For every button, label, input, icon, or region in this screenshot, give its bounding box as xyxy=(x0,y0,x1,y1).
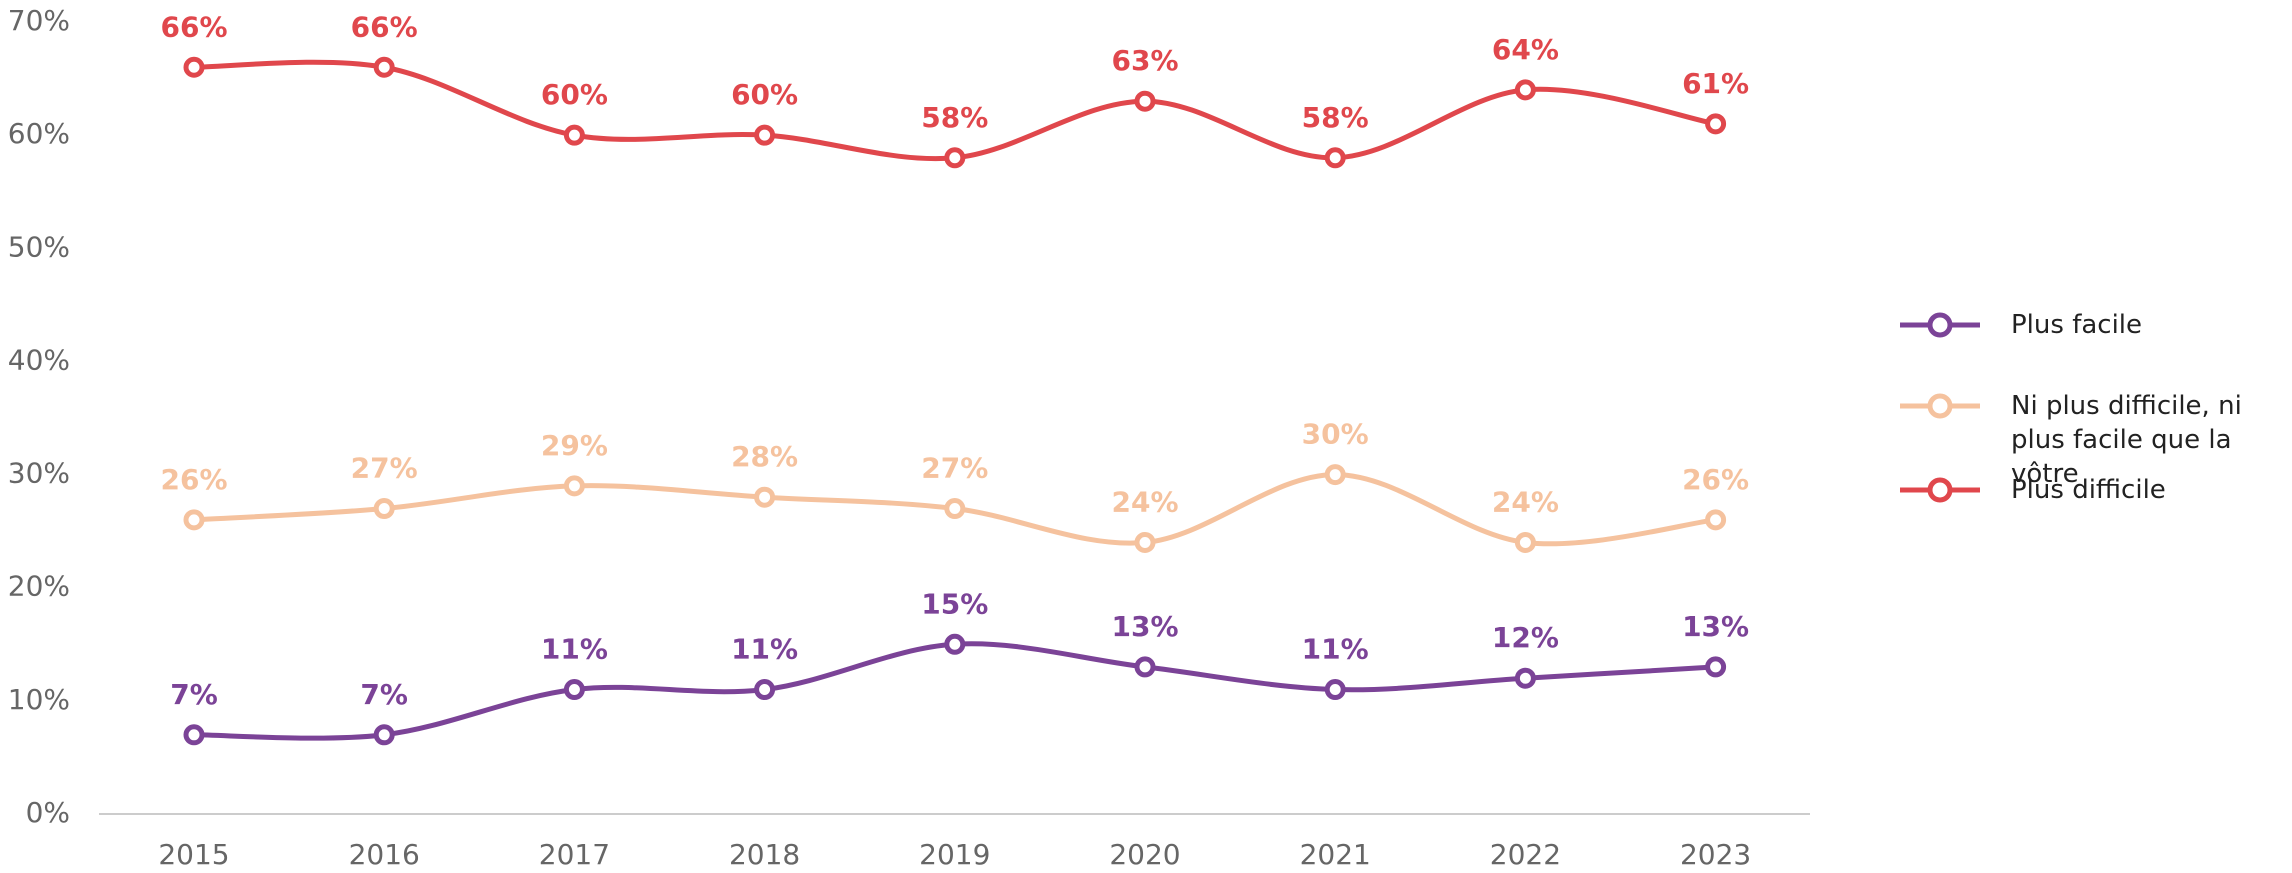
data-label: 11% xyxy=(731,633,798,666)
y-tick-label: 0% xyxy=(26,796,70,829)
data-label: 11% xyxy=(1302,633,1369,666)
x-tick-label: 2017 xyxy=(539,838,610,871)
data-label: 13% xyxy=(1682,610,1749,643)
point xyxy=(1134,656,1156,678)
point xyxy=(183,56,205,78)
point xyxy=(373,498,395,520)
point xyxy=(1514,667,1536,689)
data-label: 7% xyxy=(170,678,218,711)
point xyxy=(1324,464,1346,486)
data-label: 13% xyxy=(1111,610,1178,643)
x-tick-label: 2021 xyxy=(1300,838,1371,871)
point xyxy=(1134,90,1156,112)
point xyxy=(183,724,205,746)
x-tick-label: 2022 xyxy=(1490,838,1561,871)
data-label: 7% xyxy=(360,678,408,711)
y-tick-label: 10% xyxy=(8,683,70,716)
x-tick-label: 2020 xyxy=(1109,838,1180,871)
legend-marker xyxy=(1927,312,1953,338)
point xyxy=(754,486,776,508)
data-label: 12% xyxy=(1492,621,1559,654)
data-label: 28% xyxy=(731,440,798,473)
legend-marker xyxy=(1927,477,1953,503)
legend-label: Plus facile xyxy=(2011,310,2143,340)
data-label: 66% xyxy=(160,10,227,43)
y-tick-label: 70% xyxy=(8,4,70,37)
point xyxy=(1514,79,1536,101)
point xyxy=(1514,531,1536,553)
point xyxy=(1705,509,1727,531)
point xyxy=(944,498,966,520)
data-label: 61% xyxy=(1682,67,1749,100)
series-line xyxy=(193,641,1716,741)
data-label: 58% xyxy=(1302,101,1369,134)
y-tick-label: 50% xyxy=(8,230,70,263)
data-label: 30% xyxy=(1302,418,1369,451)
point xyxy=(1705,113,1727,135)
point xyxy=(1134,531,1156,553)
data-label: 27% xyxy=(351,452,418,485)
data-label: 29% xyxy=(541,429,608,462)
x-tick-label: 2016 xyxy=(349,838,420,871)
point xyxy=(183,509,205,531)
data-label: 24% xyxy=(1111,485,1178,518)
y-tick-label: 30% xyxy=(8,457,70,490)
y-tick-label: 20% xyxy=(8,570,70,603)
data-label: 27% xyxy=(921,452,988,485)
point xyxy=(754,679,776,701)
point xyxy=(563,475,585,497)
point xyxy=(754,124,776,146)
data-label: 26% xyxy=(160,463,227,496)
data-label: 66% xyxy=(351,10,418,43)
point xyxy=(1705,656,1727,678)
y-tick-label: 40% xyxy=(8,343,70,376)
point xyxy=(1324,679,1346,701)
x-tick-label: 2018 xyxy=(729,838,800,871)
point xyxy=(563,679,585,701)
data-label: 60% xyxy=(731,78,798,111)
point xyxy=(563,124,585,146)
x-tick-label: 2019 xyxy=(919,838,990,871)
x-tick-label: 2023 xyxy=(1680,838,1751,871)
y-tick-label: 60% xyxy=(8,117,70,150)
data-label: 64% xyxy=(1492,33,1559,66)
point xyxy=(1324,147,1346,169)
legend-label: Plus difficile xyxy=(2011,475,2166,505)
data-label: 60% xyxy=(541,78,608,111)
point xyxy=(944,633,966,655)
legend-marker xyxy=(1927,393,1953,419)
data-label: 58% xyxy=(921,101,988,134)
data-label: 11% xyxy=(541,633,608,666)
point xyxy=(373,56,395,78)
legend-label: Ni plus difficile, ni plus facile que la… xyxy=(2011,391,2242,489)
point xyxy=(944,147,966,169)
data-label: 15% xyxy=(921,587,988,620)
point xyxy=(373,724,395,746)
data-label: 63% xyxy=(1111,44,1178,77)
data-label: 24% xyxy=(1492,485,1559,518)
data-label: 26% xyxy=(1682,463,1749,496)
x-tick-label: 2015 xyxy=(158,838,229,871)
